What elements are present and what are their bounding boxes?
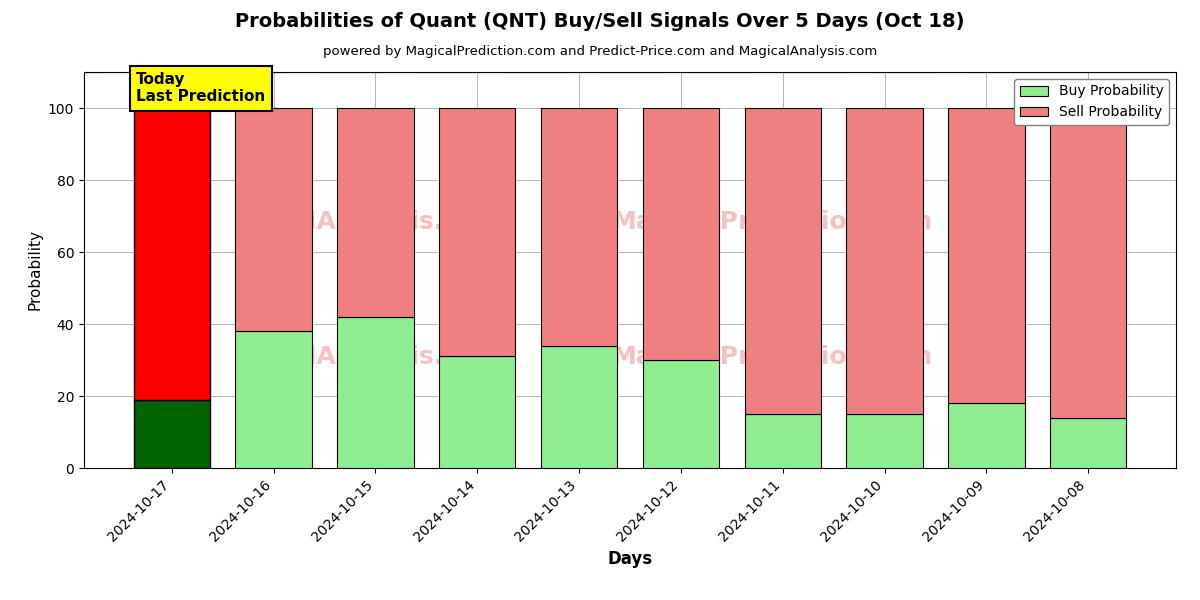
Bar <box>439 356 516 468</box>
Bar <box>744 108 821 414</box>
Text: MagicalPrediction.com: MagicalPrediction.com <box>611 211 932 235</box>
Bar <box>235 108 312 331</box>
Bar <box>1050 418 1127 468</box>
Bar <box>744 414 821 468</box>
X-axis label: Days: Days <box>607 550 653 568</box>
Bar <box>337 108 414 317</box>
Legend: Buy Probability, Sell Probability: Buy Probability, Sell Probability <box>1014 79 1169 125</box>
Bar <box>1050 108 1127 418</box>
Text: Today
Last Prediction: Today Last Prediction <box>136 72 265 104</box>
Bar <box>133 400 210 468</box>
Text: calAnalysis.com: calAnalysis.com <box>277 345 503 369</box>
Text: powered by MagicalPrediction.com and Predict-Price.com and MagicalAnalysis.com: powered by MagicalPrediction.com and Pre… <box>323 45 877 58</box>
Bar <box>337 317 414 468</box>
Bar <box>846 108 923 414</box>
Bar <box>541 346 617 468</box>
Y-axis label: Probability: Probability <box>28 229 42 311</box>
Bar <box>643 360 719 468</box>
Bar <box>846 414 923 468</box>
Bar <box>948 403 1025 468</box>
Text: MagicalPrediction.com: MagicalPrediction.com <box>611 345 932 369</box>
Bar <box>235 331 312 468</box>
Bar <box>133 108 210 400</box>
Bar <box>541 108 617 346</box>
Bar <box>948 108 1025 403</box>
Text: Probabilities of Quant (QNT) Buy/Sell Signals Over 5 Days (Oct 18): Probabilities of Quant (QNT) Buy/Sell Si… <box>235 12 965 31</box>
Bar <box>439 108 516 356</box>
Text: calAnalysis.com: calAnalysis.com <box>277 211 503 235</box>
Bar <box>643 108 719 360</box>
